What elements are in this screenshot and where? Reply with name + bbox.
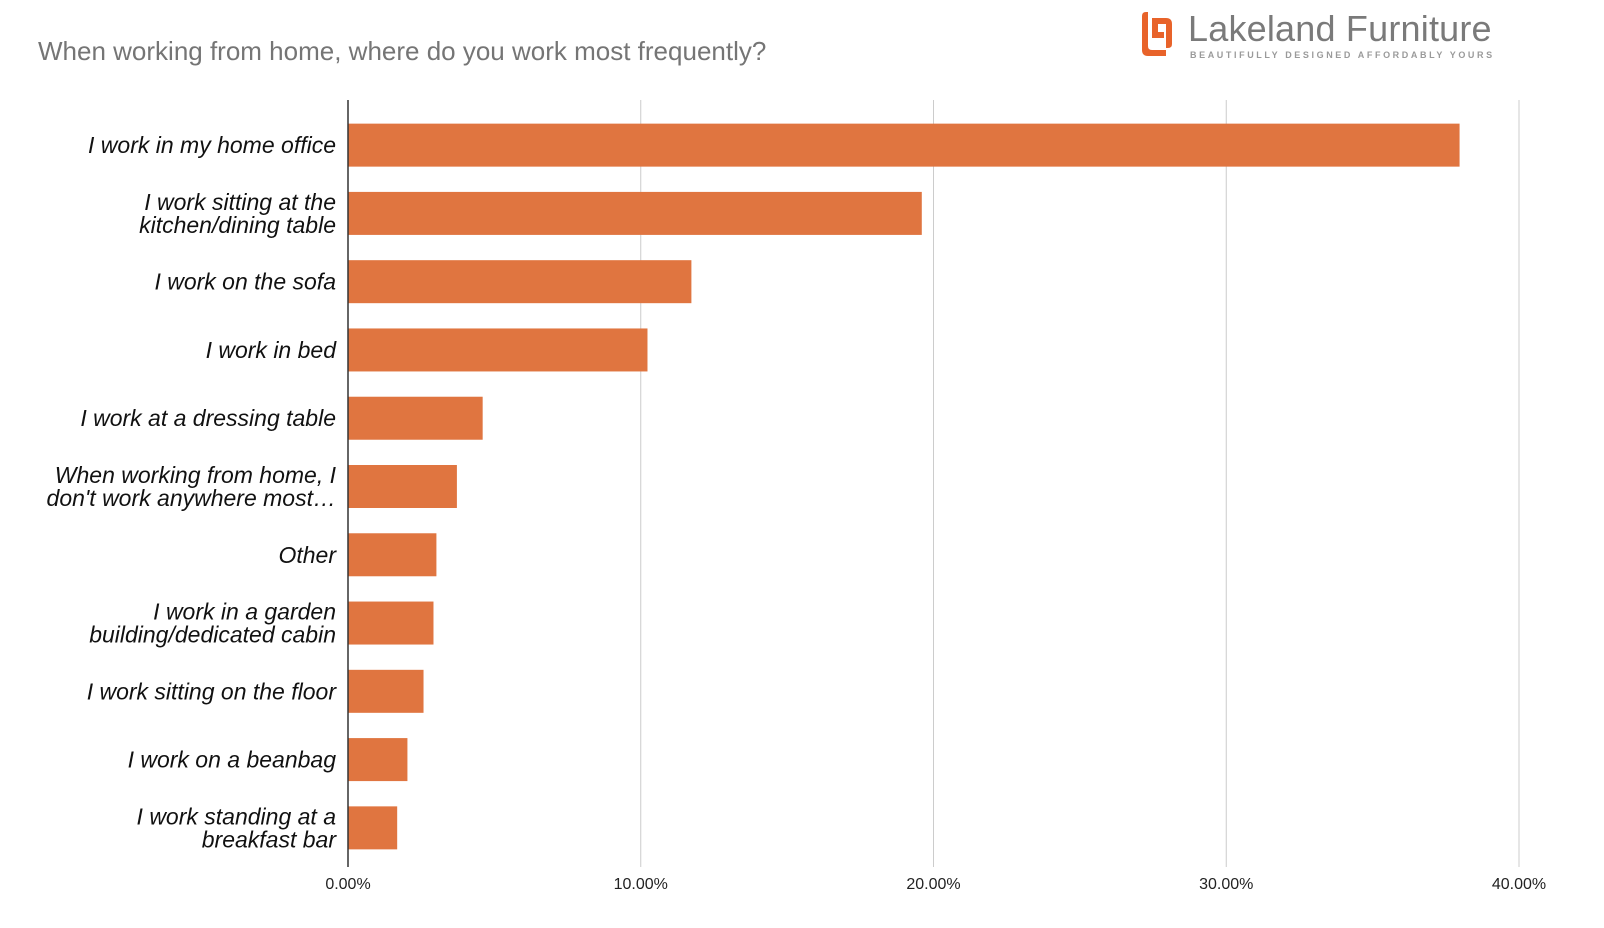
bar (348, 669, 424, 713)
category-label: building/dedicated cabin (89, 622, 336, 648)
brand-name: Lakeland Furniture (1188, 8, 1492, 49)
category-label: I work on the sofa (154, 269, 336, 295)
category-label: I work sitting at the (144, 189, 336, 215)
category-label: I work standing at a (137, 803, 336, 829)
bar (348, 601, 434, 645)
bar (348, 533, 437, 577)
bar (348, 396, 483, 440)
x-tick-label: 40.00% (1492, 876, 1546, 893)
category-label: When working from home, I (55, 462, 337, 488)
category-label: I work in my home office (88, 132, 336, 158)
lakeland-logo-icon (1142, 12, 1172, 56)
category-label: I work in bed (206, 337, 338, 363)
brand-tagline: BEAUTIFULLY DESIGNED AFFORDABLY YOURS (1190, 50, 1495, 60)
x-tick-label: 10.00% (614, 876, 668, 893)
bar (348, 465, 457, 508)
category-label: breakfast bar (202, 826, 338, 852)
x-tick-label: 0.00% (325, 876, 370, 893)
category-label: Other (278, 542, 337, 568)
brand-logo: Lakeland Furniture BEAUTIFULLY DESIGNED … (1138, 6, 1508, 64)
category-label: I work sitting on the floor (87, 678, 338, 704)
chart-title: When working from home, where do you wor… (38, 36, 767, 66)
bar (348, 328, 648, 372)
category-label: I work in a garden (153, 599, 336, 625)
category-label: I work at a dressing table (80, 405, 336, 431)
bar (348, 806, 398, 850)
x-tick-label: 30.00% (1199, 876, 1253, 893)
bar (348, 260, 692, 304)
category-label: I work on a beanbag (128, 747, 337, 773)
x-tick-label: 20.00% (906, 876, 960, 893)
bar (348, 123, 1460, 167)
category-label: don't work anywhere most… (47, 485, 336, 511)
bar (348, 191, 922, 235)
bar (348, 738, 408, 782)
category-label: kitchen/dining table (139, 212, 336, 238)
